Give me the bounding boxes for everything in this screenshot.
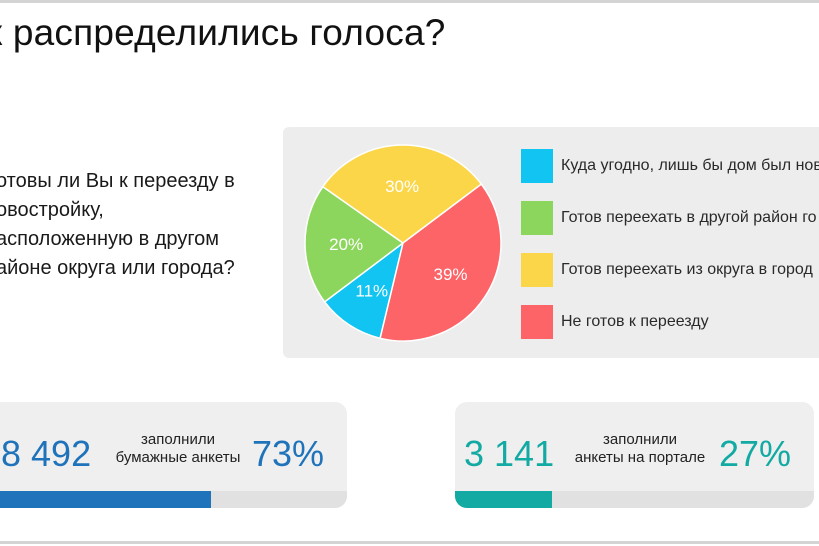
legend-item: Готов переехать из округа в город xyxy=(521,253,819,287)
caption-line: заполнили xyxy=(603,431,677,448)
bottom-divider xyxy=(0,541,819,544)
legend-label: Готов переехать в другой район го xyxy=(561,209,817,226)
legend-label: Не готов к переезду xyxy=(561,313,709,330)
legend-swatch-anywhere xyxy=(521,149,553,183)
portal-stat-card: 3 141 заполнили анкеты на портале 27% xyxy=(455,402,814,508)
legend-item: Готов переехать в другой район го xyxy=(521,201,819,235)
paper-progress-fill xyxy=(0,491,211,508)
pie-slice xyxy=(379,183,502,342)
legend-item: Не готов к переезду xyxy=(521,305,819,339)
portal-progress-bar xyxy=(455,491,814,508)
paper-progress-bar xyxy=(0,491,347,508)
pie-slice-label: 39% xyxy=(433,265,467,284)
portal-percent: 27% xyxy=(719,433,792,474)
top-divider xyxy=(0,0,819,3)
legend-swatch-other-district xyxy=(521,201,553,235)
portal-progress-fill xyxy=(455,491,552,508)
question-line: отовы ли Вы к переезду в xyxy=(0,170,235,192)
page-title: к распределились голоса? xyxy=(0,12,446,53)
paper-stat-card: 8 492 заполнили бумажные анкеты 73% xyxy=(0,402,347,508)
caption-line: бумажные анкеты xyxy=(115,449,241,466)
paper-caption: заполнили бумажные анкеты xyxy=(103,431,253,467)
pie-slice xyxy=(304,185,405,303)
chart-panel: 11% 20% 30% 39% Куда угодно, лишь бы дом бы… xyxy=(283,127,819,358)
legend-label: Готов переехать из округа в город xyxy=(561,261,813,278)
pie-slice xyxy=(321,144,483,244)
legend-swatch-not-ready xyxy=(521,305,553,339)
paper-count: 8 492 xyxy=(1,433,92,474)
legend-swatch-to-city xyxy=(521,253,553,287)
question-line: асположенную в другом xyxy=(0,228,220,250)
legend-item: Куда угодно, лишь бы дом был нов xyxy=(521,149,819,183)
pie-chart: 11% 20% 30% 39% xyxy=(304,144,502,342)
pie-slice-label: 30% xyxy=(385,177,419,196)
pie-slice-label: 11% xyxy=(355,282,388,301)
paper-percent: 73% xyxy=(252,433,325,474)
legend-label: Куда угодно, лишь бы дом был нов xyxy=(561,157,819,174)
survey-question: отовы ли Вы к переезду в овостройку, асп… xyxy=(0,167,271,283)
caption-line: анкеты на портале xyxy=(574,449,706,466)
portal-caption: заполнили анкеты на портале xyxy=(565,431,715,467)
question-line: овостройку, xyxy=(0,199,104,221)
question-line: айоне округа или города? xyxy=(0,257,235,279)
pie-slice-label: 20% xyxy=(329,235,363,254)
pie-slice xyxy=(323,241,405,340)
portal-count: 3 141 xyxy=(464,433,555,474)
caption-line: заполнили xyxy=(141,431,215,448)
